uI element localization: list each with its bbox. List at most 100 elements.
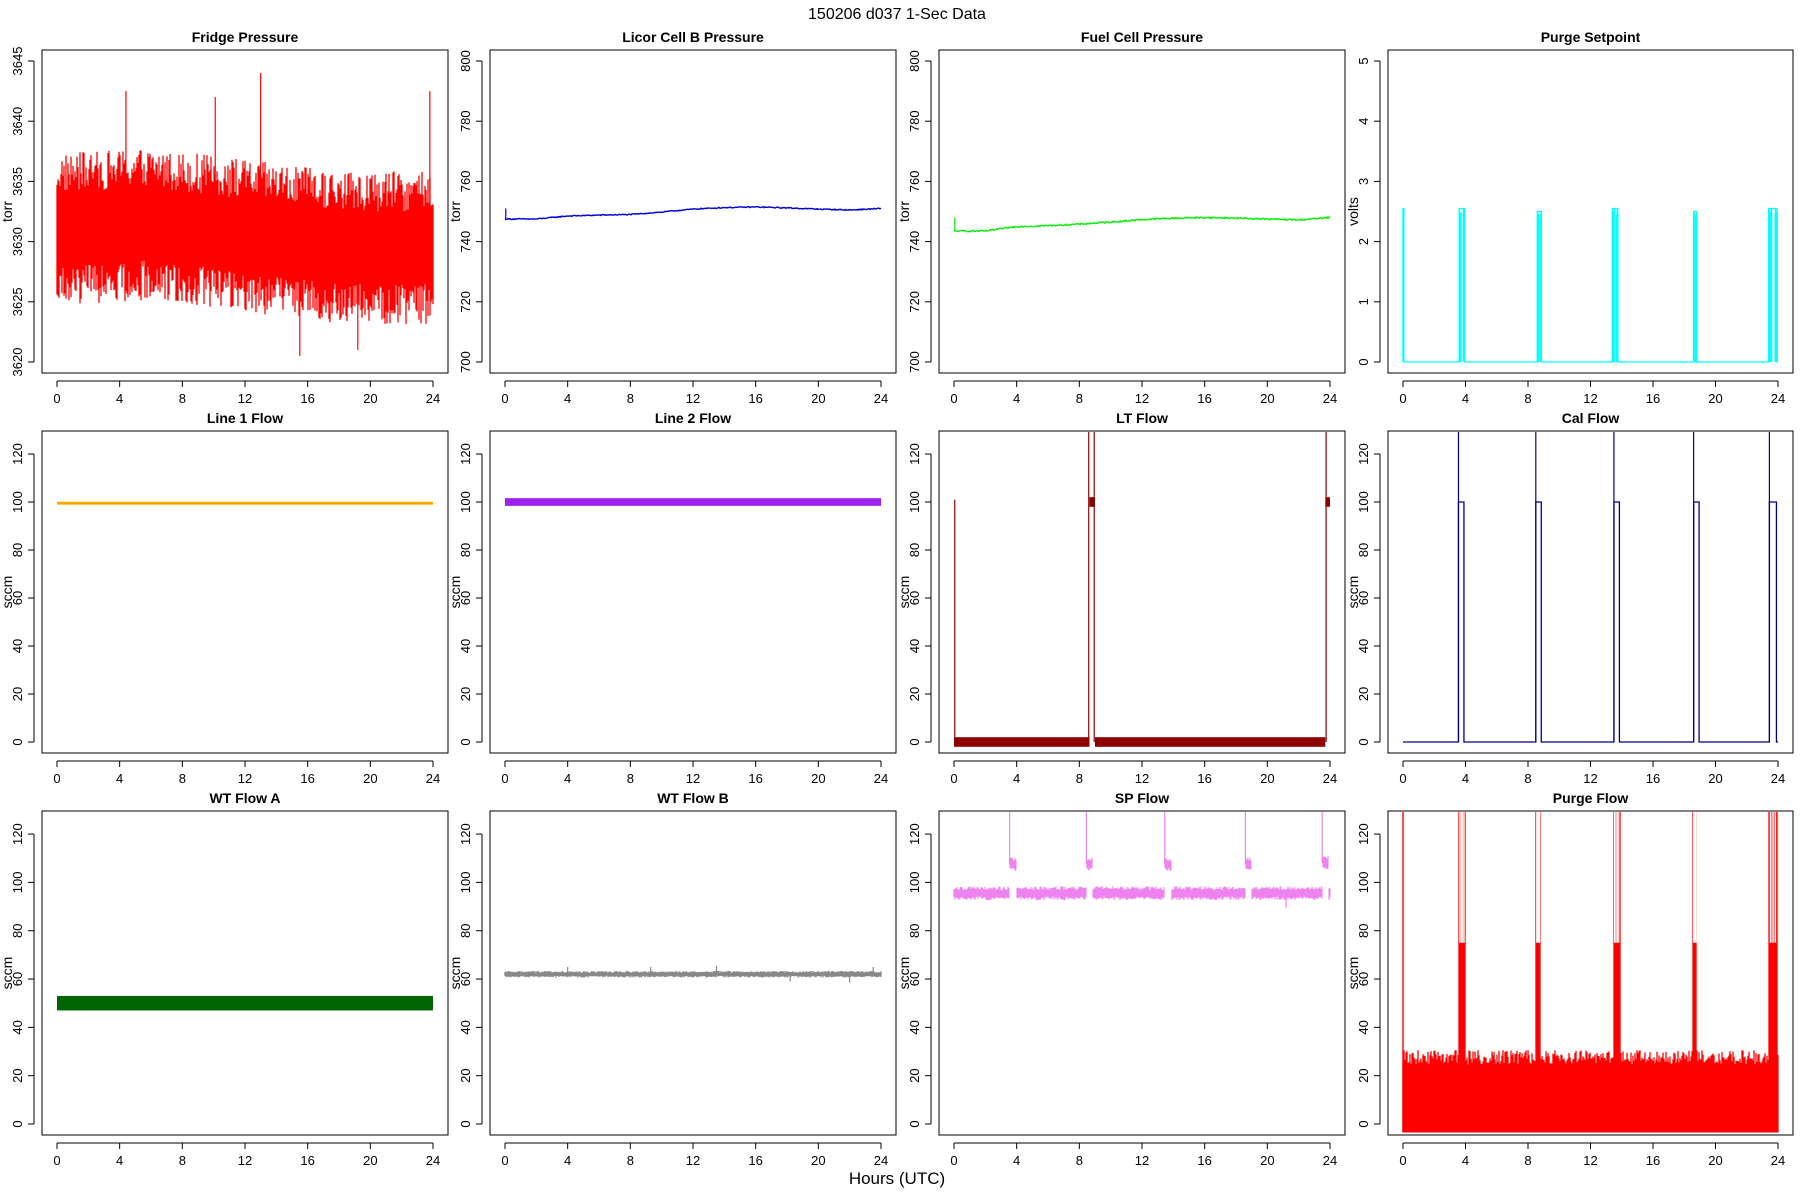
y-tick-label: 0 [1356, 738, 1371, 745]
y-tick-label: 20 [907, 1068, 922, 1082]
y-tick-label: 80 [458, 543, 473, 557]
panel-title: Line 1 Flow [207, 410, 283, 426]
y-axis-label: sccm [0, 957, 15, 990]
chart-panel: SP Flow sccm 0 4 8 12 16 20 24 0 20 40 60 80 100 120 [896, 790, 1346, 1168]
x-tick-label: 4 [564, 1153, 571, 1168]
y-tick-label: 700 [907, 351, 922, 373]
y-tick-label: 800 [458, 50, 473, 72]
y-tick-label: 0 [458, 738, 473, 745]
x-tick-label: 8 [1076, 771, 1083, 786]
data-series [505, 498, 881, 506]
y-axis-label: sccm [896, 576, 912, 609]
y-tick-label: 40 [458, 639, 473, 653]
x-tick-label: 16 [300, 1153, 314, 1168]
x-tick-label: 24 [1771, 391, 1785, 406]
y-tick-label: 20 [458, 1068, 473, 1082]
y-tick-label: 40 [907, 1020, 922, 1034]
chart-panel: Fridge Pressure torr 0 4 8 12 16 20 24 3620 3625 36… [0, 29, 449, 406]
y-tick-label: 120 [10, 443, 25, 465]
y-tick-label: 80 [907, 923, 922, 937]
chart-panel: Fuel Cell Pressure torr 0 4 8 12 16 20 24 700 720 7… [896, 29, 1346, 406]
x-tick-label: 16 [748, 771, 762, 786]
chart-panel: LT Flow sccm 0 4 8 12 16 20 24 0 20 40 60 80 100 120 [896, 410, 1346, 786]
series-segment [954, 737, 1090, 747]
x-tick-label: 12 [238, 771, 252, 786]
x-tick-label: 8 [627, 391, 634, 406]
y-tick-label: 60 [907, 972, 922, 986]
x-tick-label: 8 [179, 391, 186, 406]
y-tick-label: 120 [1356, 823, 1371, 845]
x-tick-label: 8 [179, 771, 186, 786]
chart-panel: WT Flow A sccm 0 4 8 12 16 20 24 0 20 40 60 80 100 120 [0, 790, 449, 1168]
data-series [953, 215, 1331, 233]
panel-title: WT Flow A [209, 790, 280, 806]
x-tick-label: 24 [1323, 771, 1337, 786]
y-tick-label: 40 [907, 639, 922, 653]
panel-title: SP Flow [1115, 790, 1169, 806]
y-tick-label: 80 [1356, 923, 1371, 937]
y-axis-label: sccm [0, 576, 15, 609]
y-axis-label: sccm [1345, 576, 1361, 609]
y-tick-label: 100 [10, 491, 25, 513]
y-tick-label: 1 [1356, 298, 1371, 305]
x-tick-label: 16 [1197, 771, 1211, 786]
x-tick-label: 12 [686, 1153, 700, 1168]
x-tick-label: 12 [1135, 1153, 1149, 1168]
data-series [56, 73, 434, 356]
x-tick-label: 20 [811, 1153, 825, 1168]
panel-title: Purge Flow [1553, 790, 1629, 806]
x-tick-label: 20 [1708, 771, 1722, 786]
plot-frame [938, 810, 1346, 1136]
plot-frame [938, 430, 1346, 754]
x-tick-label: 24 [1771, 1153, 1785, 1168]
y-tick-label: 100 [907, 491, 922, 513]
x-tick-label: 16 [1197, 1153, 1211, 1168]
y-tick-label: 3620 [10, 348, 25, 377]
x-tick-label: 8 [1076, 1153, 1083, 1168]
x-tick-label: 24 [426, 391, 440, 406]
y-tick-label: 60 [458, 972, 473, 986]
y-tick-label: 60 [458, 591, 473, 605]
data-series [57, 501, 433, 505]
y-tick-label: 60 [10, 591, 25, 605]
x-tick-label: 4 [1013, 771, 1020, 786]
y-tick-label: 120 [458, 443, 473, 465]
x-tick-label: 12 [1583, 771, 1597, 786]
x-tick-label: 4 [1013, 391, 1020, 406]
y-tick-label: 700 [458, 351, 473, 373]
panel-title: Fridge Pressure [192, 29, 299, 45]
y-axis-label: torr [896, 201, 912, 222]
x-tick-label: 0 [950, 391, 957, 406]
y-tick-label: 40 [458, 1020, 473, 1034]
y-tick-label: 40 [10, 1020, 25, 1034]
x-tick-label: 20 [1708, 1153, 1722, 1168]
plot-frame [41, 810, 449, 1136]
y-axis-label: sccm [896, 957, 912, 990]
data-series [57, 995, 433, 1011]
y-tick-label: 780 [907, 110, 922, 132]
x-tick-label: 8 [627, 1153, 634, 1168]
series-segment [1325, 497, 1330, 507]
series-line [1403, 501, 1778, 743]
y-tick-label: 20 [10, 687, 25, 701]
y-tick-label: 80 [1356, 543, 1371, 557]
x-tick-label: 12 [1583, 1153, 1597, 1168]
x-tick-label: 0 [1399, 771, 1406, 786]
y-tick-label: 4 [1356, 118, 1371, 125]
x-tick-label: 20 [811, 391, 825, 406]
x-tick-label: 16 [1646, 771, 1660, 786]
x-tick-label: 0 [53, 391, 60, 406]
x-tick-label: 16 [300, 391, 314, 406]
x-tick-label: 20 [363, 1153, 377, 1168]
y-tick-label: 720 [907, 291, 922, 313]
panel-title: Licor Cell B Pressure [622, 29, 764, 45]
plot-frame [1387, 430, 1794, 754]
y-tick-label: 100 [10, 872, 25, 894]
y-tick-label: 0 [1356, 358, 1371, 365]
y-tick-label: 80 [10, 923, 25, 937]
y-tick-label: 780 [458, 110, 473, 132]
x-tick-label: 8 [1524, 771, 1531, 786]
series-band [505, 498, 881, 506]
y-tick-label: 80 [458, 923, 473, 937]
